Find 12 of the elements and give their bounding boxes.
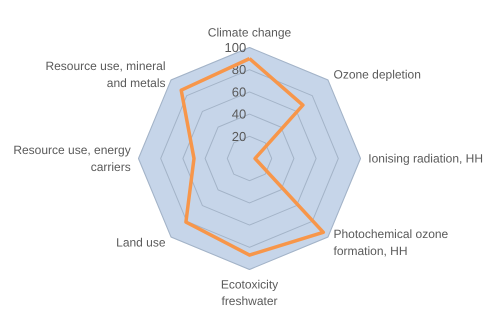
- spoke-label: Land use: [116, 235, 166, 250]
- spoke-label: Ionising radiation, HH: [368, 152, 484, 166]
- spoke-label: Photochemical ozone formation, HH: [333, 227, 449, 258]
- spoke-label: Resource use, energy carriers: [13, 143, 131, 174]
- y-tick-label: 60: [232, 84, 246, 100]
- spoke-label: Climate change: [208, 26, 292, 40]
- spoke-label: Ozone depletion: [333, 68, 421, 82]
- y-tick-label: 100: [224, 40, 246, 55]
- spoke-label: Ecotoxicity freshwater: [220, 277, 278, 308]
- spoke-label: Resource use, mineral and metals: [45, 59, 166, 90]
- y-tick-label: 40: [232, 106, 246, 122]
- y-tick-label: 20: [232, 128, 246, 144]
